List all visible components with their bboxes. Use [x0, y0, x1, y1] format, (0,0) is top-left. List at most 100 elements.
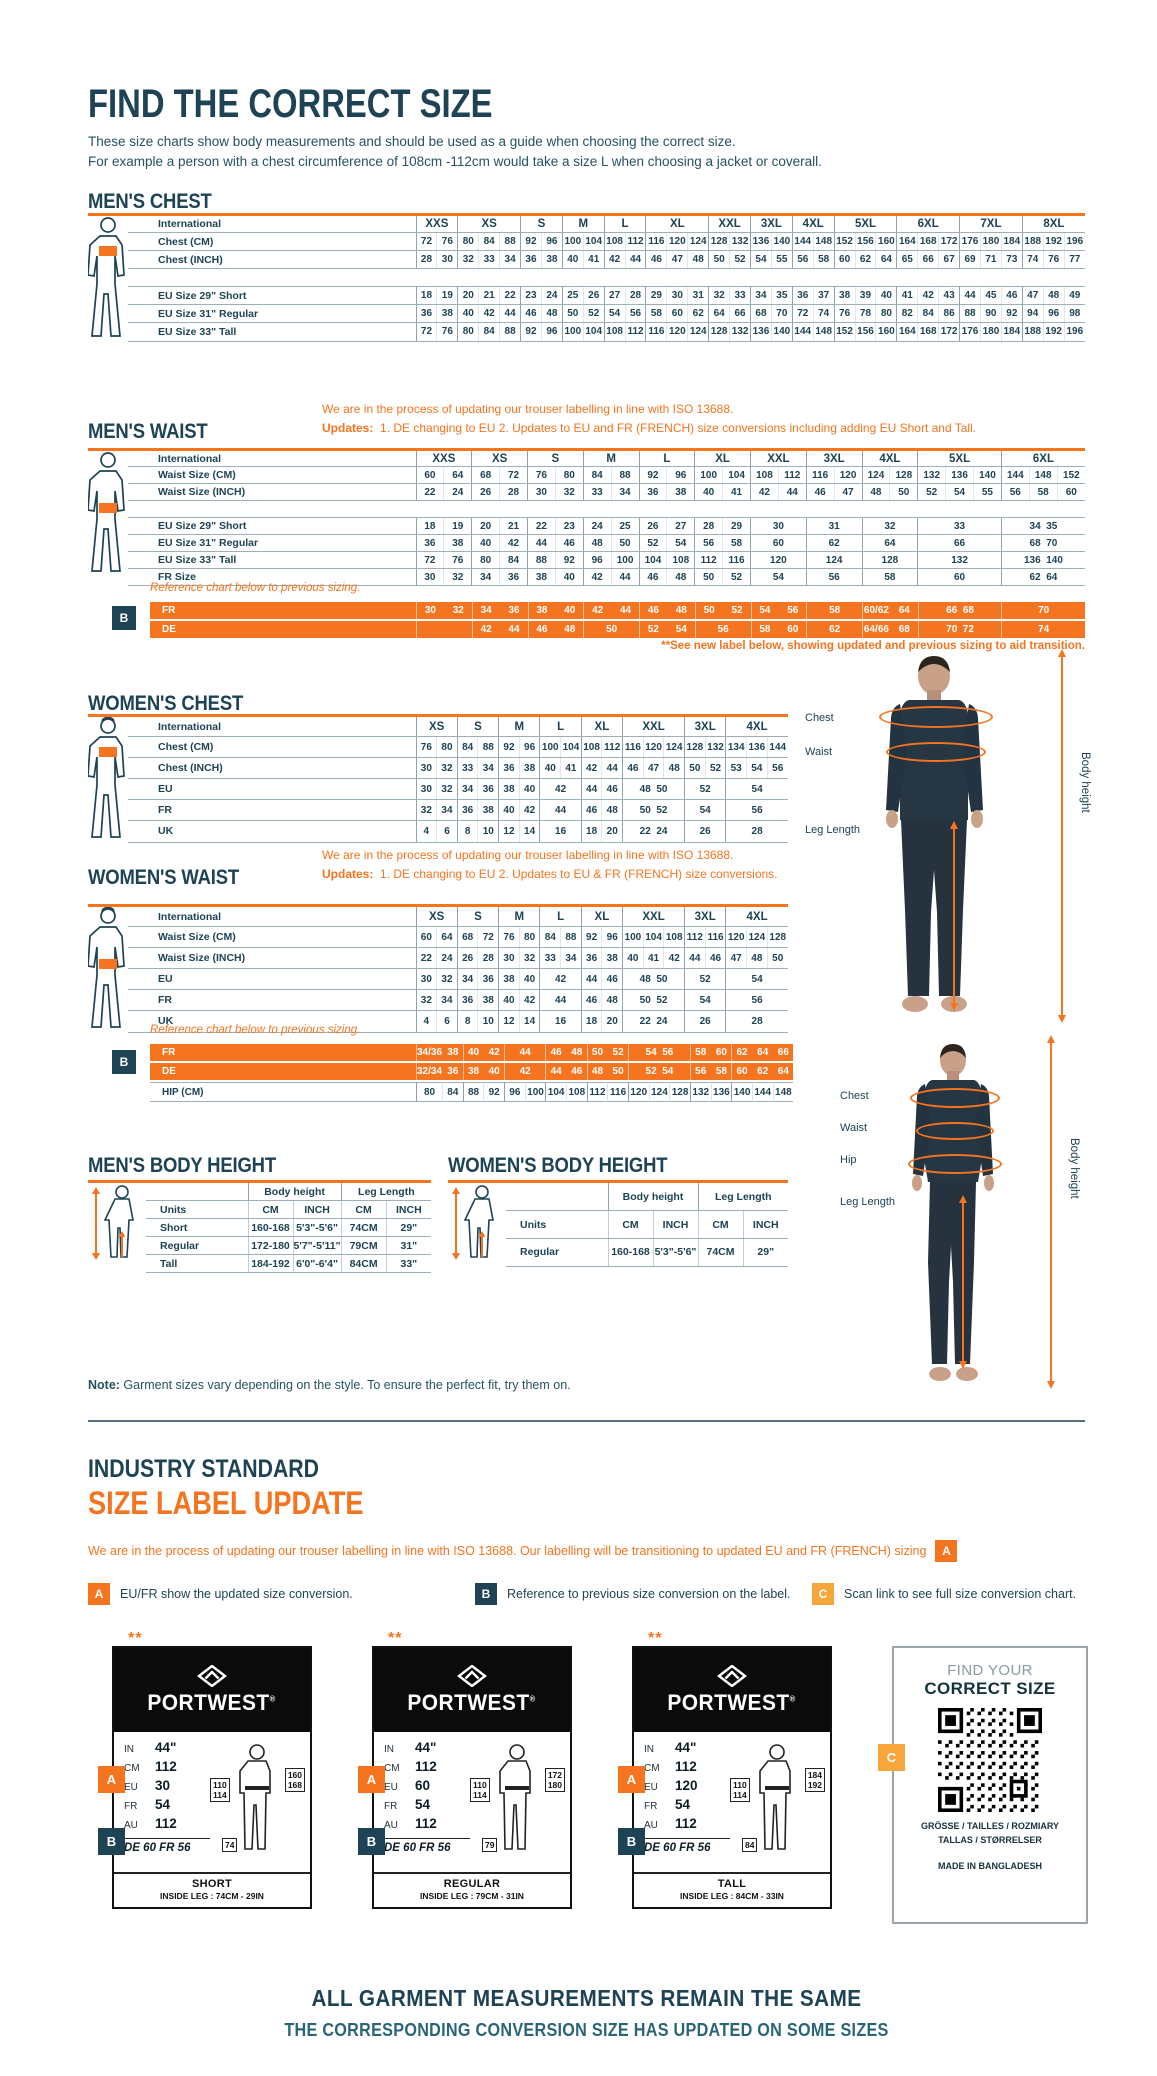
size-value: 41 [642, 947, 664, 970]
size-value: 144 [751, 1082, 773, 1102]
size-value: 64 [898, 605, 910, 616]
size-value: 76 [443, 551, 472, 569]
unit-header: Units [506, 1210, 608, 1239]
badge-a: A [618, 1766, 645, 1793]
size-value: 112 [777, 466, 807, 484]
size-value: 48 50 [622, 968, 685, 991]
size-value: 60 [415, 926, 437, 949]
measurement-value: 33" [385, 1254, 432, 1273]
row-label: DE [162, 1066, 176, 1077]
size-value: 20 [471, 517, 500, 535]
size-value: 42 [518, 989, 540, 1012]
size-value: 12 [498, 1010, 520, 1033]
size-value: 132 [729, 232, 751, 252]
size-value: 30 [415, 757, 437, 780]
size-value: 8 [456, 1010, 478, 1033]
size-value: 54 [725, 778, 788, 801]
size-value: 92 [554, 551, 584, 569]
size-value: 40 [622, 947, 644, 970]
size-value: 196 [1063, 322, 1085, 342]
size-value: 53 [725, 757, 747, 780]
size-value: 39 [854, 286, 876, 306]
row-label: EU Size 31" Regular [128, 304, 417, 324]
size-value: 47 [666, 250, 688, 270]
size-value: 52 [731, 605, 743, 616]
badge-b: B [112, 1050, 136, 1074]
size-value: 32 [436, 778, 458, 801]
size-value: 40 [564, 605, 576, 616]
size-value: 100 [524, 1082, 546, 1102]
size-value: 124 [687, 232, 709, 252]
size-value: 50 [612, 1066, 624, 1077]
body-height-arrow [1057, 649, 1066, 1023]
size-value: 69 [959, 250, 981, 270]
chest-measure-ellipse [910, 1088, 1000, 1108]
size-value: 196 [1063, 232, 1085, 252]
chest-label: Chest [840, 1090, 869, 1102]
row-label: FR [162, 605, 176, 616]
size-value: 52 [684, 968, 726, 991]
size-value: 48 [601, 989, 623, 1012]
size-value: 92 [520, 232, 542, 252]
label-person-icon [759, 1744, 791, 1850]
size-value: 36 [498, 757, 520, 780]
size-column-header: S [456, 715, 499, 738]
size-value: 36 [508, 605, 520, 616]
size-value: 168 [917, 322, 939, 342]
size-value: 23 [554, 517, 584, 535]
size-value: 116 [645, 322, 667, 342]
size-value: 24 [436, 947, 458, 970]
size-value: 104 [638, 551, 667, 569]
legend-item-b: B Reference to previous size conversion o… [475, 1583, 791, 1605]
size-value: 28 [499, 483, 528, 501]
size-value: 32 [861, 517, 918, 535]
page-title: FIND THE CORRECT SIZE [88, 82, 493, 126]
size-value: 148 [772, 1082, 794, 1102]
badge-a: A [358, 1766, 385, 1793]
size-value: 132 [917, 551, 1002, 569]
size-value: 78 [854, 304, 876, 324]
badge-b: B [475, 1583, 497, 1605]
inside-leg-text: INSIDE LEG : 79CM - 31IN [420, 1891, 524, 1901]
size-value: 104 [642, 926, 664, 949]
size-value: 71 [979, 250, 1002, 270]
size-value: 46 [571, 1066, 583, 1077]
size-value: 20 [457, 286, 479, 306]
size-value: 16 [539, 1010, 582, 1033]
notice-updates: Updates: 1. DE changing to EU 2. Updates… [322, 867, 778, 881]
size-value: 140 [770, 232, 793, 252]
size-value: 168 [917, 232, 939, 252]
waist-size-box: 110 114 [210, 1778, 230, 1803]
size-value: 29 [722, 517, 751, 535]
size-value: 88 [527, 551, 556, 569]
size-value: 152 [833, 322, 856, 342]
size-value: 4 [415, 820, 437, 843]
unit-header: CM [697, 1210, 743, 1239]
size-value: 108 [580, 736, 602, 759]
portwest-logo: PORTWEST® [374, 1648, 570, 1732]
size-column-header: XS [457, 214, 521, 234]
size-value: 156 [854, 232, 876, 252]
label-size-row: IN 44" [124, 1740, 177, 1755]
size-value: 42 [518, 799, 540, 822]
size-column-header: XXL [622, 715, 685, 738]
size-value: 34 [456, 778, 478, 801]
size-value: 144 [1000, 466, 1030, 484]
size-value: 48 [601, 799, 623, 822]
size-value: 48 [1042, 286, 1065, 306]
size-value: 84 [539, 926, 561, 949]
size-value: 64 [757, 1047, 769, 1058]
row-label: FR [162, 1047, 176, 1058]
table-row: Chest (INCH) 30 32 33 34 36 38 40 41 42 44 46 47 48 50… [88, 757, 788, 780]
size-value: 40 [875, 286, 897, 306]
size-value: 66 [729, 304, 751, 324]
size-value: 52 [684, 778, 726, 801]
size-value: 86 [938, 304, 960, 324]
group-header: Body height [247, 1181, 342, 1201]
inside-leg-text: INSIDE LEG : 84CM - 33IN [680, 1891, 784, 1901]
size-value: 58 [806, 602, 862, 619]
size-value: 84 [499, 551, 528, 569]
size-value: 116 [805, 466, 835, 484]
size-value: 96 [666, 466, 695, 484]
size-value: 14 [518, 1010, 540, 1033]
